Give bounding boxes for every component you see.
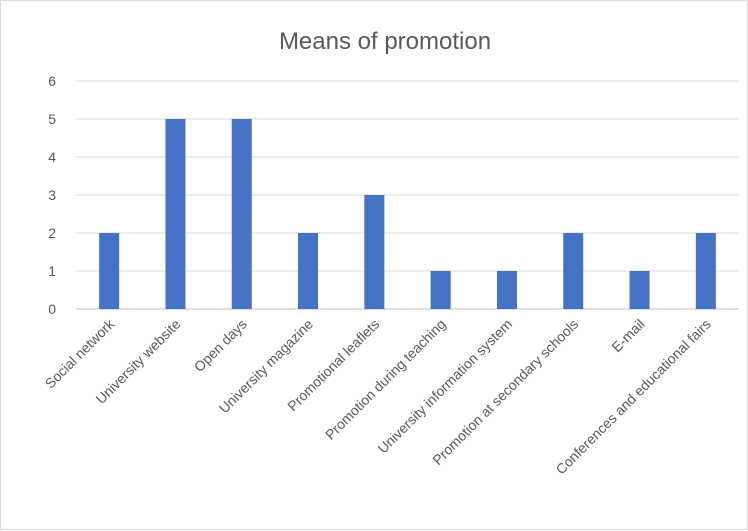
bar <box>364 195 385 309</box>
y-tick-label: 2 <box>48 225 56 241</box>
x-tick-label: Open days <box>191 316 250 375</box>
bar <box>496 271 517 309</box>
x-tick-label: Promotion during teaching <box>322 316 449 443</box>
x-tick-label: E-mail <box>608 316 647 355</box>
bar <box>165 119 186 309</box>
x-tick-label: Promotion at secondary schools <box>429 316 581 468</box>
y-tick-label: 5 <box>48 111 56 127</box>
bars <box>99 119 716 309</box>
gridlines <box>76 80 739 310</box>
y-tick-label: 1 <box>48 263 56 279</box>
bar <box>563 233 584 309</box>
y-axis-ticks: 0 1 2 3 4 5 6 <box>48 73 56 317</box>
y-tick-label: 3 <box>48 187 56 203</box>
bar <box>99 233 120 309</box>
y-tick-label: 4 <box>48 149 56 165</box>
y-tick-label: 0 <box>48 301 56 317</box>
bar <box>298 233 319 309</box>
chart-title: Means of promotion <box>279 28 491 55</box>
bar <box>231 119 252 309</box>
x-tick-label: University information system <box>374 316 515 457</box>
x-tick-label: Social network <box>42 315 118 391</box>
bar <box>629 271 650 309</box>
y-tick-label: 6 <box>48 73 56 89</box>
bar <box>695 233 716 309</box>
bar <box>430 271 451 309</box>
